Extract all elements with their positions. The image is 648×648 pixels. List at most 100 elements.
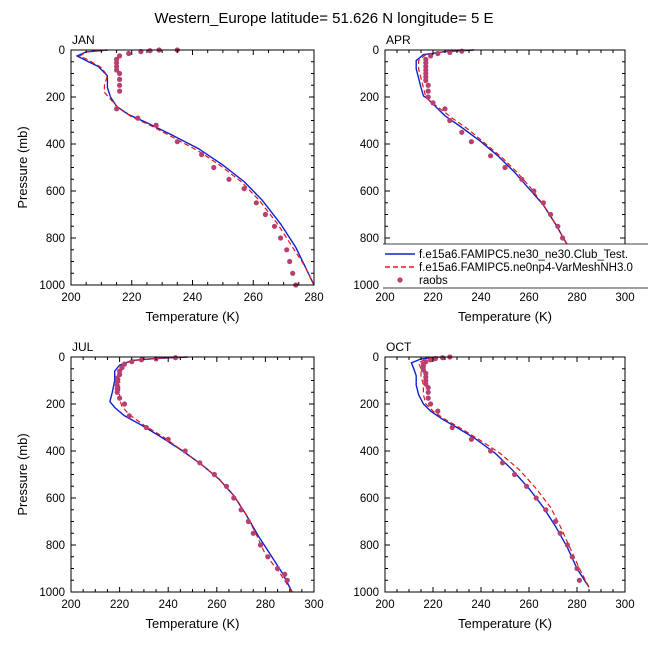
raobs-point xyxy=(271,223,278,229)
x-tick-label: 240 xyxy=(471,292,490,304)
y-tick-label: 0 xyxy=(59,45,65,57)
y-tick-label: 1000 xyxy=(353,587,379,599)
raobs-point xyxy=(147,48,153,54)
y-tick-label: 400 xyxy=(46,446,65,458)
raobs-point xyxy=(121,401,128,407)
panel-oct: 200 220 240 260 280 300 0 200 400 600 800 1000 OCT Te… xyxy=(353,340,634,631)
raobs-point xyxy=(440,355,446,361)
y-tick-label: 400 xyxy=(360,139,379,151)
x-tick-label: 220 xyxy=(423,599,442,611)
series-line-dashed xyxy=(418,49,583,286)
raobs-point xyxy=(290,270,296,276)
x-tick-label: 240 xyxy=(159,599,178,611)
raobs-point xyxy=(428,401,434,407)
series-line-dashed xyxy=(78,49,315,286)
legend-marker xyxy=(397,277,403,283)
raobs-point xyxy=(428,357,434,363)
raobs-point xyxy=(543,507,549,513)
raobs-point xyxy=(442,106,448,112)
raobs-point xyxy=(552,518,559,525)
y-tick-label: 600 xyxy=(360,493,379,505)
legend-box xyxy=(383,244,648,288)
raobs-point xyxy=(250,530,256,536)
y-tick-label: 600 xyxy=(46,493,65,505)
raobs-point xyxy=(540,200,547,206)
panel-label: JUL xyxy=(72,340,94,354)
raobs-point xyxy=(284,247,290,253)
raobs-point xyxy=(459,129,465,135)
figure-title: Western_Europe latitude= 51.626 N longit… xyxy=(154,10,493,27)
y-tick-label: 800 xyxy=(360,540,379,552)
x-tick-label: 280 xyxy=(256,599,275,611)
raobs-point xyxy=(211,164,217,171)
x-tick-label: 200 xyxy=(61,599,80,611)
raobs-point xyxy=(245,518,251,525)
raobs-point xyxy=(238,507,244,513)
raobs-point xyxy=(449,424,455,431)
raobs-point xyxy=(425,82,431,88)
raobs-point xyxy=(511,471,518,478)
raobs-point xyxy=(425,94,431,100)
raobs-point xyxy=(253,200,259,206)
raobs-point xyxy=(524,483,530,489)
raobs-point xyxy=(174,139,180,145)
raobs-point xyxy=(287,258,293,265)
x-tick-label: 220 xyxy=(110,599,129,611)
y-tick-label: 800 xyxy=(46,233,65,245)
raobs-point xyxy=(165,436,171,442)
raobs-point xyxy=(557,530,563,536)
raobs-point xyxy=(197,460,203,466)
y-tick-label: 1000 xyxy=(39,587,65,599)
raobs-point xyxy=(199,152,205,158)
raobs-point xyxy=(117,395,123,401)
raobs-point xyxy=(143,424,149,431)
x-axis-label: Temperature (K) xyxy=(146,616,240,631)
x-tick-label: 200 xyxy=(375,292,394,304)
x-tick-label: 220 xyxy=(122,292,141,304)
plot-frame xyxy=(70,356,315,593)
x-tick-label: 280 xyxy=(304,292,323,304)
raobs-point xyxy=(435,50,441,57)
raobs-point xyxy=(182,448,188,454)
raobs-point xyxy=(468,436,474,442)
raobs-point xyxy=(278,235,284,241)
y-tick-label: 400 xyxy=(46,139,65,151)
raobs-point xyxy=(231,495,237,501)
y-tick-label: 400 xyxy=(360,446,379,458)
y-tick-label: 600 xyxy=(46,186,65,198)
panel-jan: 200 220 240 260 280 0 200 400 600 800 1000 JAN Tempe… xyxy=(15,33,324,324)
y-tick-label: 200 xyxy=(360,92,379,104)
raobs-point xyxy=(135,115,141,121)
y-tick-label: 0 xyxy=(59,352,65,364)
legend: f.e15a6.FAMIPC5.ne30_ne30.Club_Test.f.e1… xyxy=(383,243,648,289)
y-tick-label: 200 xyxy=(46,92,65,104)
raobs-point xyxy=(569,554,575,560)
raobs-point xyxy=(468,139,474,145)
x-tick-label: 300 xyxy=(615,599,634,611)
x-tick-label: 300 xyxy=(615,292,634,304)
raobs-point xyxy=(425,389,431,395)
raobs-point xyxy=(282,571,288,578)
raobs-point xyxy=(114,375,120,381)
raobs-point xyxy=(114,60,120,66)
raobs-point xyxy=(488,153,494,159)
raobs-point xyxy=(435,408,441,414)
x-tick-label: 280 xyxy=(567,292,586,304)
y-tick-label: 1000 xyxy=(39,280,65,292)
raobs-point xyxy=(423,370,429,376)
x-tick-label: 260 xyxy=(519,292,538,304)
x-tick-label: 260 xyxy=(244,292,263,304)
raobs-point xyxy=(117,88,123,94)
raobs-point xyxy=(226,176,232,182)
raobs-point xyxy=(425,88,431,94)
series-line-solid xyxy=(415,49,585,286)
raobs-point xyxy=(555,223,561,229)
x-tick-label: 260 xyxy=(519,599,538,611)
x-axis-label: Temperature (K) xyxy=(458,616,552,631)
legend-label: f.e15a6.FAMIPC5.ne0np4-VarMeshNH3.0 xyxy=(419,262,633,274)
x-axis-label: Temperature (K) xyxy=(146,309,240,324)
raobs-point xyxy=(560,235,566,241)
raobs-point xyxy=(211,471,217,478)
raobs-point xyxy=(257,542,264,548)
